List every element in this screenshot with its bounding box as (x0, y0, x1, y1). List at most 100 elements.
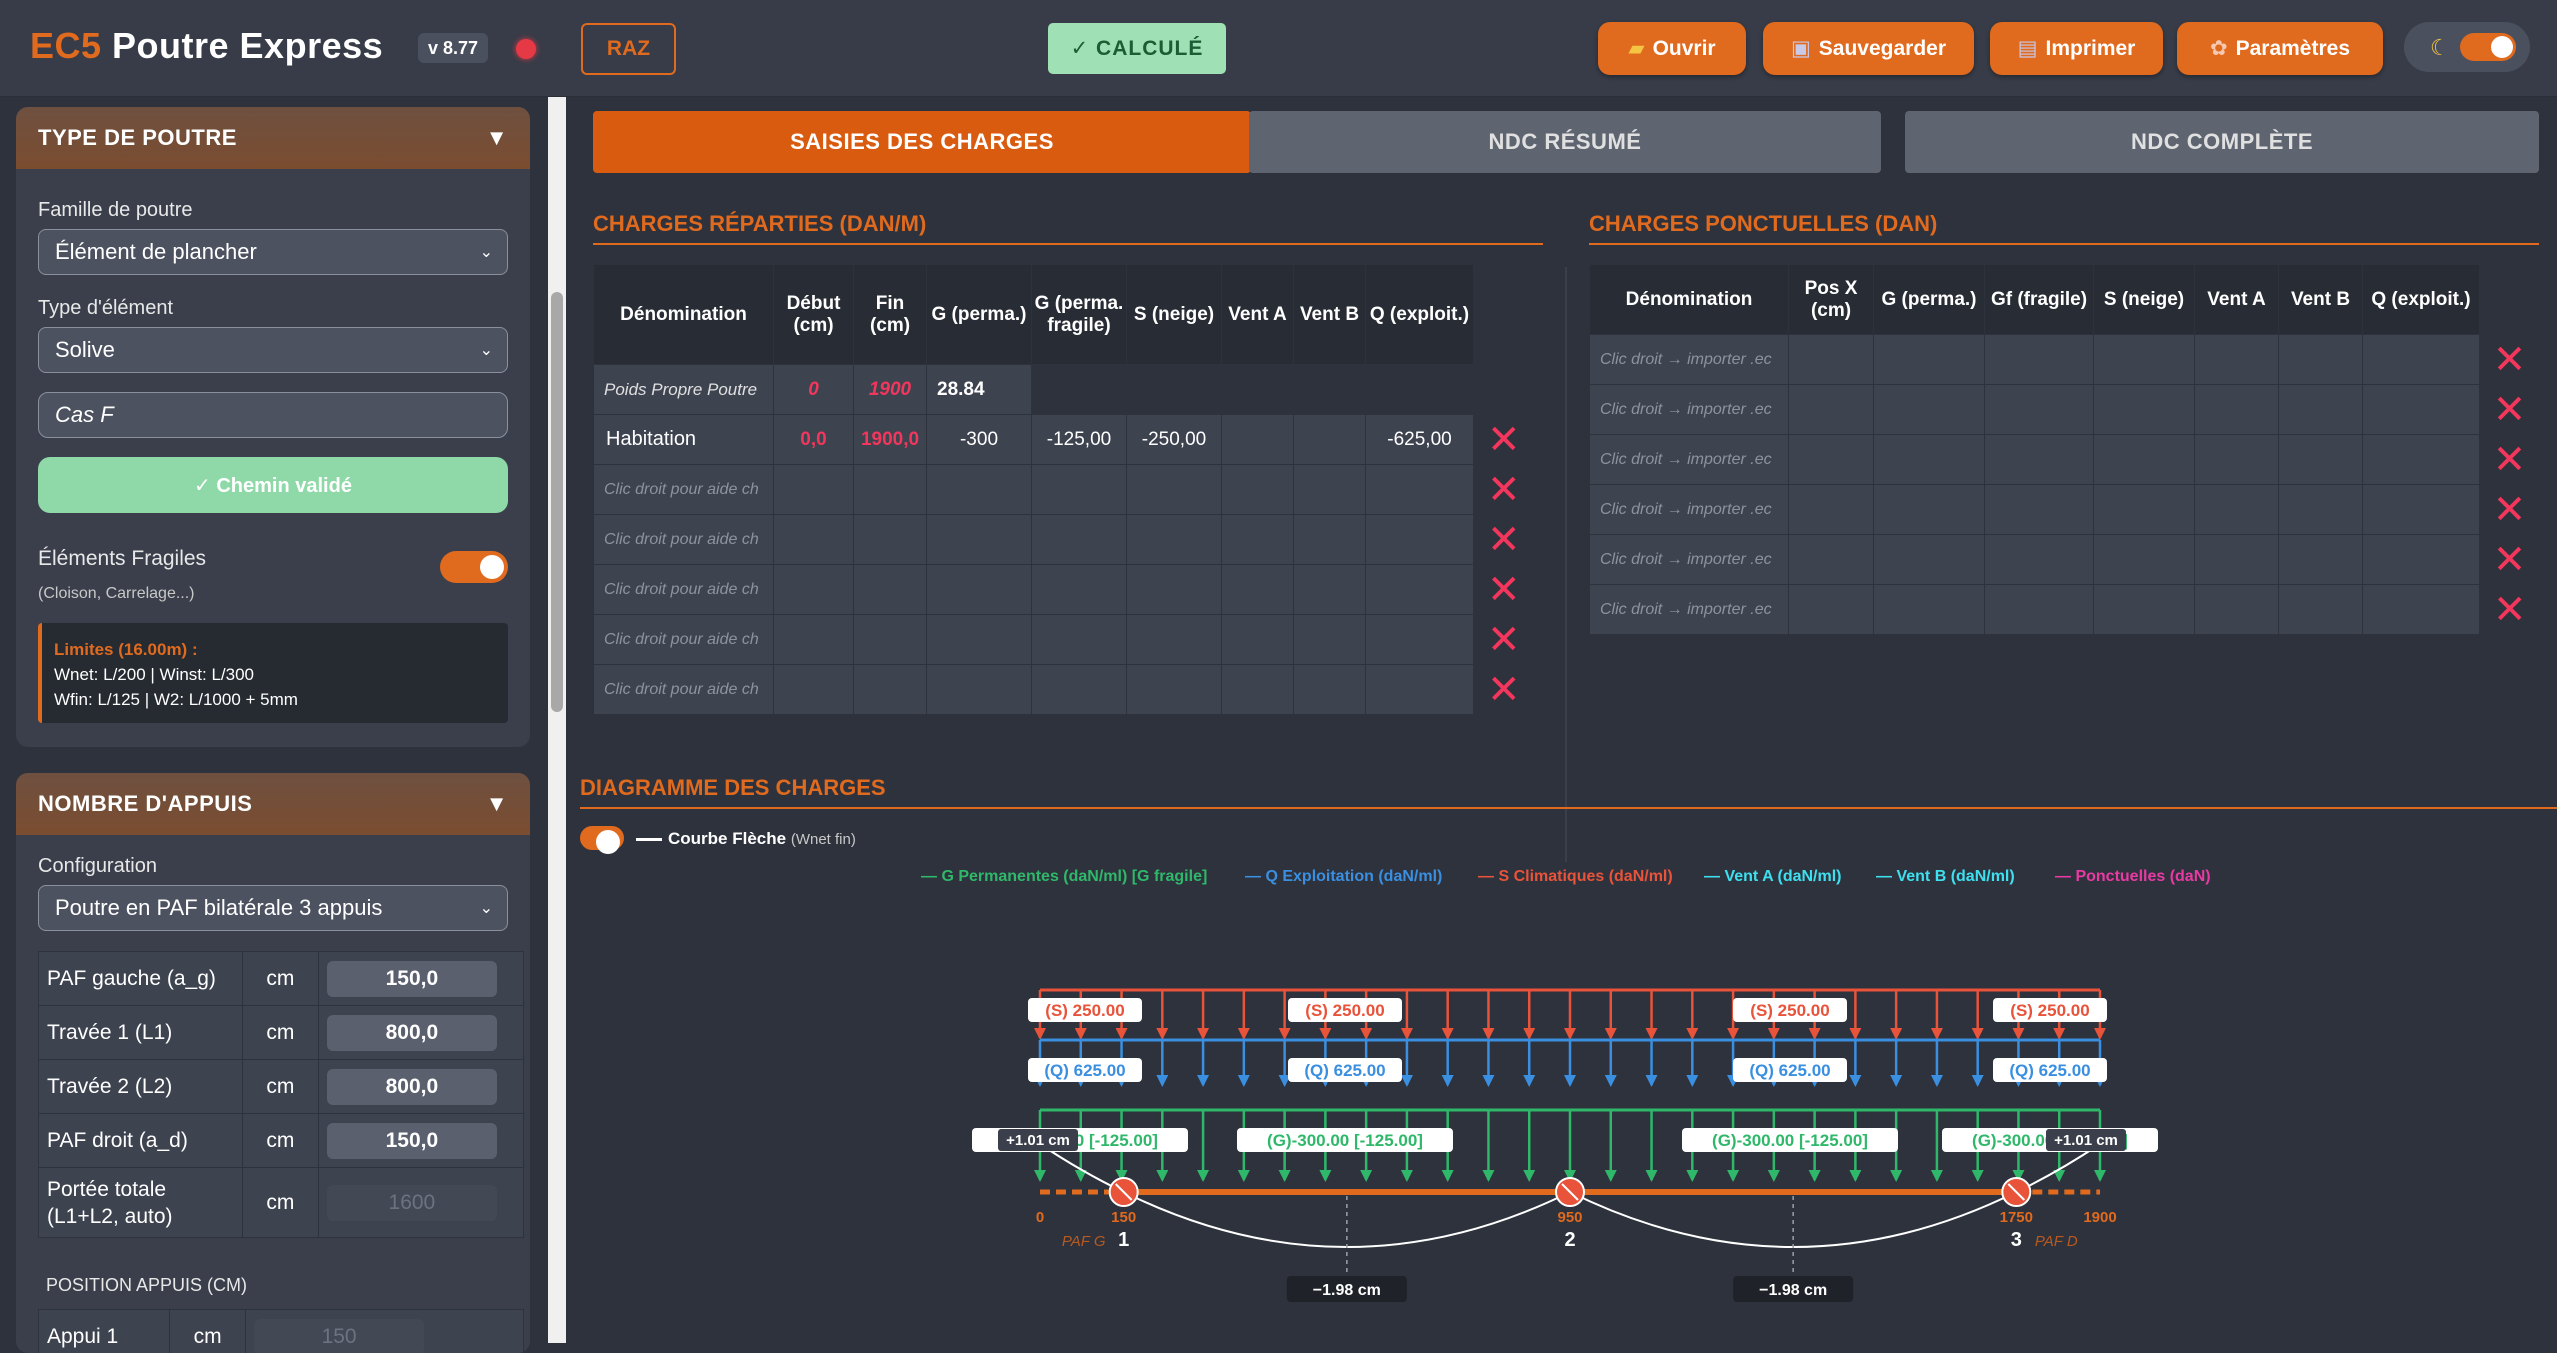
tab-ndc-complete[interactable]: NDC COMPLÈTE (1905, 111, 2539, 173)
scrollbar-thumb[interactable] (551, 292, 563, 712)
reset-button[interactable]: RAZ (581, 23, 676, 75)
collapse-triangle-icon: ▼ (486, 125, 508, 151)
theme-switch[interactable]: ☾ (2404, 22, 2530, 72)
perm-load-arrow-head (1523, 1170, 1535, 1182)
fragiles-label: Éléments Fragiles (38, 547, 206, 571)
support-number: 1 (1118, 1229, 1129, 1251)
reparties-table: Dénomination Début (cm) Fin (cm) G (perm… (593, 264, 1534, 715)
snow-label: (S) 250.00 (2010, 1001, 2089, 1020)
courbe-toggle[interactable] (580, 826, 624, 850)
famille-select[interactable]: Élément de plancher⌄ (38, 229, 508, 275)
snow-load-arrow-head (2053, 1028, 2065, 1040)
exploit-load-arrow-head (1564, 1075, 1576, 1087)
legend-vent-b: — Vent B (daN/ml) (1876, 868, 2015, 886)
perm-load-arrow-head (1319, 1170, 1331, 1182)
floppy-icon: ▣ (1791, 36, 1811, 61)
table-row-empty[interactable]: Clic droit → importer .ec✕ (1590, 485, 2540, 535)
snow-load-arrow-head (1523, 1028, 1535, 1040)
snow-label: (S) 250.00 (1045, 1001, 1124, 1020)
axis-tick: 950 (1557, 1209, 1582, 1226)
print-button[interactable]: ▤Imprimer (1990, 22, 2163, 75)
chevron-down-icon: ⌄ (480, 898, 493, 918)
support-number: 2 (1564, 1229, 1575, 1251)
table-row-empty[interactable]: Clic droit → importer .ec✕ (1590, 585, 2540, 635)
exploit-load-arrow-head (1931, 1075, 1943, 1087)
delete-row-icon[interactable]: ✕ (1474, 565, 1534, 615)
delete-row-icon[interactable]: ✕ (2480, 435, 2540, 485)
perm-load-arrow-head (1197, 1170, 1209, 1182)
snow-load-arrow-head (1931, 1028, 1943, 1040)
delete-row-icon[interactable]: ✕ (2480, 535, 2540, 585)
delete-row-icon[interactable]: ✕ (2480, 385, 2540, 435)
limits-box: Limites (16.00m) : Wnet: L/200 | Winst: … (38, 623, 508, 723)
collapse-triangle-icon: ▼ (486, 791, 508, 817)
exploit-load-arrow-head (1972, 1075, 1984, 1087)
folder-icon: ▰ (1628, 36, 1644, 61)
ponctuelles-table: Dénomination Pos X (cm) G (perma.) Gf (f… (1589, 264, 2540, 635)
settings-button[interactable]: ✿Paramètres (2177, 22, 2383, 75)
perm-load-arrow-head (1360, 1170, 1372, 1182)
snow-load-arrow-head (2012, 1028, 2024, 1040)
exploit-load-arrow-head (1605, 1075, 1617, 1087)
table-row[interactable]: Habitation 0,0 1900,0 -300 -125,00 -250,… (594, 415, 1534, 465)
chemin-valide-button[interactable]: ✓ Chemin validé (38, 457, 508, 513)
theme-toggle[interactable] (2460, 33, 2516, 61)
open-button[interactable]: ▰Ouvrir (1598, 22, 1746, 75)
snow-load-arrow-head (1646, 1028, 1658, 1040)
table-row-empty[interactable]: Clic droit → importer .ec✕ (1590, 535, 2540, 585)
legend-q: — Q Exploitation (daN/ml) (1245, 868, 1442, 886)
support-number: 3 (2011, 1229, 2022, 1251)
chevron-down-icon: ⌄ (480, 242, 493, 262)
perm-load-arrow-head (1768, 1170, 1780, 1182)
load-diagram: (S) 250.00(S) 250.00(S) 250.00(S) 250.00… (0, 960, 2557, 1320)
perm-label: (G)-300.00 [-125.00] (1712, 1131, 1868, 1150)
cas-input[interactable]: Cas F (38, 392, 508, 438)
card-header[interactable]: NOMBRE D'APPUIS▼ (16, 773, 530, 835)
courbe-label: Courbe Flèche (Wnet fin) (668, 829, 856, 849)
deflection-end-label: +1.01 cm (1006, 1132, 1070, 1149)
table-row-poids-propre: Poids Propre Poutre 0 1900 28.84 (594, 365, 1534, 415)
fragiles-toggle[interactable] (440, 551, 508, 583)
card-header[interactable]: TYPE DE POUTRE▼ (16, 107, 530, 169)
snow-load-arrow-head (1360, 1028, 1372, 1040)
delete-row-icon[interactable]: ✕ (1474, 615, 1534, 665)
table-row-empty[interactable]: Clic droit → importer .ec✕ (1590, 385, 2540, 435)
delete-row-icon[interactable]: ✕ (1474, 665, 1534, 715)
table-row-empty[interactable]: Clic droit pour aide ch✕ (594, 465, 1534, 515)
delete-row-icon[interactable]: ✕ (2480, 585, 2540, 635)
snow-load-arrow-head (1197, 1028, 1209, 1040)
legend-g: — G Permanentes (daN/ml) [G fragile] (921, 868, 1207, 886)
delete-row-icon[interactable]: ✕ (1474, 515, 1534, 565)
type-label: Type d'élément (38, 297, 173, 320)
table-row-empty[interactable]: Clic droit → importer .ec✕ (1590, 435, 2540, 485)
exploit-load-arrow-head (1482, 1075, 1494, 1087)
calculated-button[interactable]: ✓ CALCULÉ (1048, 23, 1226, 74)
chevron-down-icon: ⌄ (480, 340, 493, 360)
type-select[interactable]: Solive⌄ (38, 327, 508, 373)
table-row-empty[interactable]: Clic droit pour aide ch✕ (594, 665, 1534, 715)
snow-load-arrow-head (1442, 1028, 1454, 1040)
perm-load-arrow-head (1931, 1170, 1943, 1182)
config-label: Configuration (38, 855, 157, 878)
table-row-empty[interactable]: Clic droit → importer .ec✕ (1590, 335, 2540, 385)
perm-load-arrow-head (1727, 1170, 1739, 1182)
tab-ndc-resume[interactable]: NDC RÉSUMÉ (1249, 111, 1881, 173)
snow-load-arrow-head (1034, 1028, 1046, 1040)
snow-load-arrow-head (1238, 1028, 1250, 1040)
delete-row-icon[interactable]: ✕ (2480, 335, 2540, 385)
perm-load-arrow-head (2094, 1170, 2106, 1182)
delete-row-icon[interactable]: ✕ (2480, 485, 2540, 535)
snow-label: (S) 250.00 (1305, 1001, 1384, 1020)
delete-row-icon[interactable]: ✕ (1474, 415, 1534, 465)
deflection-mid-label: −1.98 cm (1759, 1282, 1827, 1299)
save-button[interactable]: ▣Sauvegarder (1763, 22, 1974, 75)
config-select[interactable]: Poutre en PAF bilatérale 3 appuis⌄ (38, 885, 508, 931)
tab-saisies[interactable]: SAISIES DES CHARGES (593, 111, 1251, 173)
exploit-label: (Q) 625.00 (2009, 1061, 2090, 1080)
delete-row-icon[interactable]: ✕ (1474, 465, 1534, 515)
axis-tick: 0 (1036, 1209, 1044, 1226)
table-row-empty[interactable]: Clic droit pour aide ch✕ (594, 515, 1534, 565)
table-row-empty[interactable]: Clic droit pour aide ch✕ (594, 615, 1534, 665)
snow-load-arrow-head (1401, 1028, 1413, 1040)
table-row-empty[interactable]: Clic droit pour aide ch✕ (594, 565, 1534, 615)
